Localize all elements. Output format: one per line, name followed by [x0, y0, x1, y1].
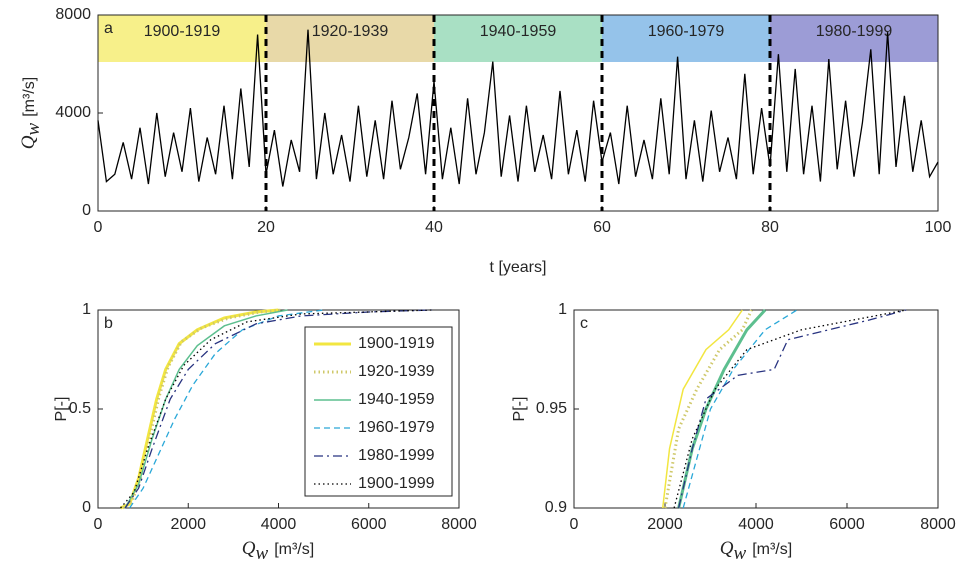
axis-unit: [m³/s]: [21, 77, 38, 117]
legend-label: 1940-1959: [358, 391, 435, 408]
data-line: [663, 309, 753, 509]
axis-subscript: w: [734, 543, 747, 564]
axis-subscript: w: [23, 122, 44, 135]
data-line: [120, 309, 432, 509]
x-tick-label: 8000: [441, 516, 477, 533]
x-tick-label: 60: [593, 219, 611, 236]
axis-subscript: w: [256, 543, 269, 564]
y-tick-label: 0.95: [536, 400, 567, 417]
x-tick-label: 2000: [170, 516, 206, 533]
period-label: 1900-1919: [144, 23, 221, 40]
y-tick-label: 8000: [55, 6, 91, 23]
x-tick-label: 0: [570, 516, 579, 533]
x-tick-label: 6000: [351, 516, 387, 533]
period-band: [602, 15, 770, 62]
y-tick-label: 4000: [55, 104, 91, 121]
axis-symbol: Q: [720, 538, 734, 559]
period-label: 1940-1959: [480, 23, 557, 40]
data-line: [661, 309, 743, 509]
data-line: [121, 308, 284, 510]
period-band: [434, 15, 602, 62]
period-band: [770, 15, 938, 62]
x-axis-label: Qw [m³/s]: [720, 538, 792, 564]
period-label: 1960-1979: [648, 23, 725, 40]
y-axis-label: P[-]: [511, 397, 528, 422]
data-line: [129, 309, 324, 509]
data-line: [682, 309, 798, 509]
y-tick-label: 0: [82, 499, 91, 516]
x-axis-label: Qw [m³/s]: [242, 538, 314, 564]
y-axis-label: P[-]: [53, 397, 70, 422]
panel-label: b: [104, 315, 113, 332]
panel-label: a: [104, 20, 113, 37]
period-band: [98, 15, 266, 62]
data-line: [124, 309, 288, 509]
period-band: [266, 15, 434, 62]
x-tick-label: 0: [94, 219, 103, 236]
legend-label: 1960-1979: [358, 419, 435, 436]
period-label: 1980-1999: [816, 23, 893, 40]
x-tick-label: 8000: [920, 516, 956, 533]
y-tick-label: 0.9: [545, 499, 567, 516]
y-tick-label: 0: [82, 202, 91, 219]
axis-symbol: Q: [242, 538, 256, 559]
legend-label: 1900-1999: [358, 475, 435, 492]
x-tick-label: 0: [94, 516, 103, 533]
x-axis-label: t [years]: [490, 259, 547, 276]
x-tick-label: 2000: [647, 516, 683, 533]
x-tick-label: 20: [257, 219, 275, 236]
data-line: [124, 309, 432, 509]
data-line: [97, 29, 939, 187]
axis-symbol: Q: [18, 135, 39, 149]
x-tick-label: 40: [425, 219, 443, 236]
data-line: [673, 309, 907, 509]
axis-unit: [m³/s]: [752, 541, 792, 558]
legend-box: [304, 326, 453, 497]
x-tick-label: 80: [761, 219, 779, 236]
data-line: [678, 309, 907, 509]
x-tick-label: 100: [925, 219, 952, 236]
y-tick-label: 0.5: [69, 400, 91, 417]
legend-label: 1980-1999: [358, 447, 435, 464]
legend-label: 1920-1939: [358, 363, 435, 380]
x-tick-label: 4000: [738, 516, 774, 533]
x-tick-label: 6000: [829, 516, 865, 533]
x-tick-label: 4000: [261, 516, 297, 533]
data-line: [119, 308, 279, 510]
y-tick-label: 1: [82, 301, 91, 318]
y-tick-label: 1: [558, 301, 567, 318]
panel-label: c: [580, 315, 588, 332]
axis-unit: [m³/s]: [274, 541, 314, 558]
period-label: 1920-1939: [312, 23, 389, 40]
axes-box: [573, 309, 939, 509]
legend-label: 1900-1919: [358, 335, 435, 352]
y-axis-label: Qw [m³/s]: [18, 77, 44, 149]
